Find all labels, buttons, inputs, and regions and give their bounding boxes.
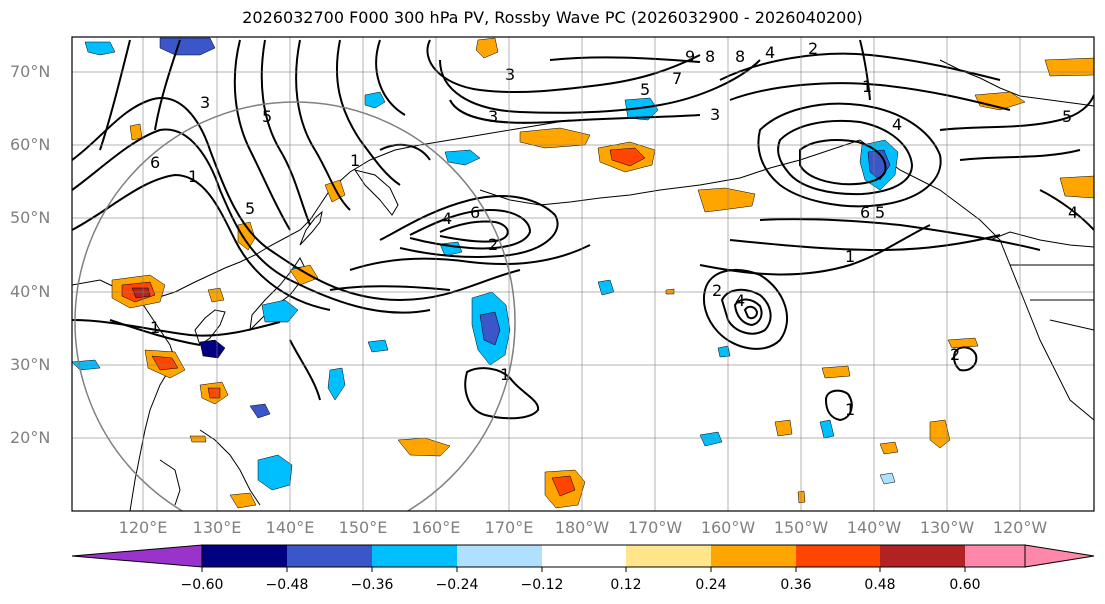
colorbar-tick-label: −0.60 (180, 577, 224, 593)
contour-label: 1 (845, 400, 855, 419)
contour-label: 1 (845, 247, 855, 266)
lat-label: 60°N (10, 135, 51, 154)
colorbar-tick-label: −0.36 (350, 577, 394, 593)
contour-label: 2 (950, 345, 960, 364)
colorbar-tick-label: 0.24 (695, 577, 727, 593)
lon-label: 180°W (554, 518, 610, 537)
contour-label: 8 (705, 47, 715, 66)
contour-labels: 3 5 1 6 1 5 3 3 5 7 9 8 8 4 2 1 4 3 4 6 … (150, 39, 1078, 419)
map-area: 3 5 1 6 1 5 3 3 5 7 9 8 8 4 2 1 4 3 4 6 … (72, 37, 1094, 511)
contour-label: 9 (685, 47, 695, 66)
lon-label: 130°E (192, 518, 242, 537)
lon-label: 120°W (992, 518, 1048, 537)
contour-label: 4 (892, 115, 902, 134)
colorbar-tick-label: 0.12 (610, 577, 642, 593)
colorbar-segment (457, 545, 542, 567)
contour-label: 3 (200, 93, 210, 112)
contour-label: 5 (262, 107, 272, 126)
colorbar-tick-label: −0.24 (435, 577, 479, 593)
colorbar-tick-label: −0.12 (520, 577, 564, 593)
colorbar-segment (711, 545, 796, 567)
contour-label: 5 (245, 199, 255, 218)
colorbar-extend-left (71, 544, 203, 568)
map-title: 2026032700 F000 300 hPa PV, Rossby Wave … (242, 8, 863, 27)
contour-label: 2 (488, 235, 498, 254)
contour-label: 2 (712, 281, 722, 300)
lon-label: 150°W (773, 518, 829, 537)
colorbar (71, 544, 1095, 572)
lon-label: 150°E (338, 518, 388, 537)
colorbar-segment (202, 545, 287, 567)
lon-label: 170°W (627, 518, 683, 537)
contour-label: 3 (488, 107, 498, 126)
contour-label: 6 (150, 153, 160, 172)
colorbar-segment (626, 545, 711, 567)
contour-label: 6 (860, 203, 870, 222)
negative-anomaly-patches (72, 37, 899, 491)
contour-label: 5 (1062, 107, 1072, 126)
colorbar-segment (965, 545, 1025, 567)
lon-label: 130°W (919, 518, 975, 537)
contour-label: 6 (470, 203, 480, 222)
contour-label: 7 (672, 69, 682, 88)
contour-label: 8 (735, 47, 745, 66)
contour-label: 4 (765, 43, 775, 62)
contour-label: 5 (640, 80, 650, 99)
reference-circle (74, 101, 516, 511)
colorbar-tick-label: 0.60 (949, 577, 981, 593)
contour-label: 4 (1068, 203, 1078, 222)
contour-label: 1 (862, 77, 872, 96)
colorbar-segment (796, 545, 880, 567)
map-frame (71, 36, 1095, 512)
contour-label: 3 (505, 65, 515, 84)
contour-label: 1 (150, 318, 160, 337)
contour-label: 4 (735, 291, 745, 310)
lon-label: 170°E (484, 518, 534, 537)
colorbar-extend-right (1024, 544, 1095, 568)
contour-label: 3 (710, 105, 720, 124)
contour-label: 1 (500, 365, 510, 384)
colorbar-tick-label: 0.36 (780, 577, 812, 593)
colorbar-segment (287, 545, 372, 567)
lon-label: 160°E (411, 518, 461, 537)
contour-label: 5 (875, 203, 885, 222)
colorbar-tick-label: 0.48 (864, 577, 896, 593)
contour-label: 1 (350, 151, 360, 170)
colorbar-tick-label: −0.48 (265, 577, 309, 593)
lon-label: 140°E (265, 518, 315, 537)
lat-label: 20°N (10, 428, 51, 447)
colorbar-segment (880, 545, 965, 567)
positive-anomaly-patches (111, 37, 1094, 509)
lat-label: 50°N (10, 208, 51, 227)
lon-label: 140°W (846, 518, 902, 537)
lon-label: 120°E (118, 518, 168, 537)
colorbar-segment (542, 545, 626, 567)
contour-label: 1 (188, 167, 198, 186)
lon-label: 160°W (700, 518, 756, 537)
gridlines (72, 37, 1094, 511)
lat-label: 70°N (10, 62, 51, 81)
contour-label: 2 (808, 39, 818, 58)
lat-label: 30°N (10, 355, 51, 374)
lat-label: 40°N (10, 282, 51, 301)
colorbar-segment (372, 545, 457, 567)
